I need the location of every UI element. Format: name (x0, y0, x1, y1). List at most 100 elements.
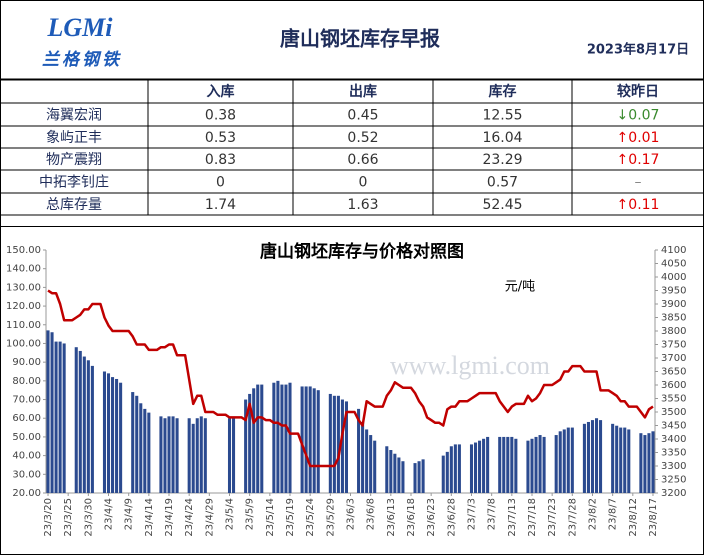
bar (478, 440, 482, 493)
x-tick-label: 23/6/18 (406, 498, 417, 537)
x-tick-label: 23/5/14 (265, 498, 276, 537)
y-tick-label: 60.00 (12, 413, 41, 424)
x-tick-label: 23/7/3 (466, 498, 477, 530)
change-value: 0.17 (628, 152, 659, 168)
bar (413, 463, 417, 493)
cell: 1.63 (347, 197, 378, 213)
bar (582, 423, 586, 493)
bar (119, 382, 123, 493)
bar (90, 365, 94, 493)
change: – (635, 175, 642, 191)
change-arrow: ↓ (617, 108, 629, 124)
y2-unit: 元/吨 (505, 280, 535, 295)
y-tick-label: 150.00 (6, 245, 41, 256)
bar (619, 427, 623, 493)
y2-tick-label: 3600 (661, 380, 686, 391)
column-header: 出库 (349, 83, 377, 100)
x-tick-label: 23/3/25 (63, 498, 74, 537)
cell: 1.74 (205, 197, 236, 213)
bar (357, 408, 361, 493)
y-tick-label: 140.00 (6, 264, 41, 275)
bar (203, 418, 207, 493)
y-tick-label: 100.00 (6, 338, 41, 349)
y-tick-label: 20.00 (12, 488, 41, 499)
x-tick-label: 23/7/8 (487, 498, 498, 530)
x-tick-label: 23/5/9 (245, 498, 256, 530)
bar (62, 343, 66, 493)
brand: 兰格钢铁 (42, 50, 122, 70)
bar (74, 347, 78, 493)
x-tick-label: 23/5/24 (305, 498, 316, 537)
change-arrow: ↑ (617, 130, 629, 146)
y2-tick-label: 4000 (661, 272, 686, 283)
bar (308, 386, 312, 493)
bar (514, 438, 518, 493)
bar (393, 453, 397, 493)
y2-tick-label: 3800 (661, 326, 686, 337)
bar (385, 446, 389, 493)
bar (54, 341, 58, 493)
bar (498, 436, 502, 493)
bar (538, 435, 542, 493)
bar (106, 373, 111, 493)
bar (288, 382, 292, 493)
bar (78, 350, 82, 493)
column-header: 库存 (489, 83, 517, 100)
change: ↓0.07 (617, 108, 660, 124)
logo: LGMi (47, 13, 114, 42)
bar (276, 380, 280, 493)
bar (643, 435, 647, 493)
bar (280, 384, 284, 493)
bar (115, 378, 119, 493)
change-value: 0.11 (628, 197, 659, 213)
bar (473, 442, 478, 493)
x-tick-label: 23/4/19 (164, 498, 175, 537)
x-tick-label: 23/8/7 (608, 498, 619, 530)
bar (502, 436, 506, 493)
bar (284, 384, 288, 493)
bar (526, 440, 530, 493)
cell: 0 (216, 175, 225, 191)
bar (82, 356, 86, 493)
y2-tick-label: 3950 (661, 286, 686, 297)
x-tick-label: 23/4/4 (104, 498, 115, 530)
column-header: 入库 (207, 83, 235, 100)
watermark: www.lgmi.com (390, 351, 550, 380)
bar (167, 416, 171, 493)
x-tick-label: 23/3/20 (43, 498, 54, 537)
change: ↑0.17 (617, 152, 660, 168)
y2-tick-label: 3500 (661, 407, 686, 418)
row-name: 物产震翔 (46, 152, 102, 168)
bar (312, 388, 316, 493)
bar (542, 436, 546, 493)
bar (441, 455, 445, 493)
bar (102, 371, 107, 493)
bar (562, 429, 566, 493)
report-title: 唐山钢坯库存早报 (280, 27, 440, 51)
y2-tick-label: 4050 (661, 259, 686, 270)
change-value: – (635, 175, 642, 191)
y2-tick-label: 3350 (661, 448, 686, 459)
bar (86, 360, 90, 493)
bar (248, 393, 252, 493)
bar (651, 431, 655, 493)
bar (449, 446, 453, 493)
row-name: 海翼宏润 (46, 108, 102, 124)
bar (534, 436, 538, 493)
bar (627, 429, 631, 493)
bar (139, 403, 143, 493)
bar (445, 451, 449, 493)
y2-tick-label: 3200 (661, 488, 686, 499)
bar (647, 433, 651, 493)
bar (558, 431, 562, 493)
bar (506, 436, 510, 493)
bar (365, 429, 369, 493)
x-tick-label: 23/8/12 (628, 498, 639, 537)
x-tick-label: 23/5/19 (285, 498, 296, 537)
bar (486, 436, 490, 493)
y-tick-label: 40.00 (12, 451, 41, 462)
y-tick-label: 110.00 (6, 320, 41, 331)
bar (457, 444, 461, 493)
